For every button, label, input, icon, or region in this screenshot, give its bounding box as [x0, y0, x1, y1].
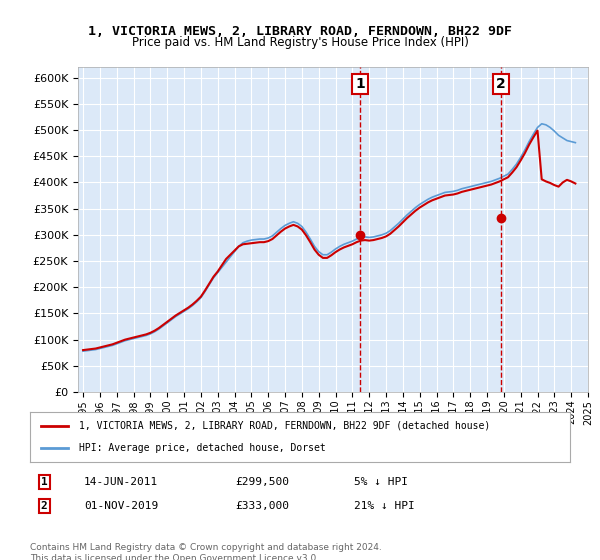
Text: 2: 2	[496, 77, 506, 91]
Text: £299,500: £299,500	[235, 477, 289, 487]
Text: 01-NOV-2019: 01-NOV-2019	[84, 501, 158, 511]
Text: Contains HM Land Registry data © Crown copyright and database right 2024.
This d: Contains HM Land Registry data © Crown c…	[30, 543, 382, 560]
Text: Price paid vs. HM Land Registry's House Price Index (HPI): Price paid vs. HM Land Registry's House …	[131, 36, 469, 49]
Text: 21% ↓ HPI: 21% ↓ HPI	[354, 501, 415, 511]
Text: 5% ↓ HPI: 5% ↓ HPI	[354, 477, 408, 487]
Text: 1: 1	[41, 477, 47, 487]
Text: £333,000: £333,000	[235, 501, 289, 511]
Text: 14-JUN-2011: 14-JUN-2011	[84, 477, 158, 487]
Text: 2: 2	[41, 501, 47, 511]
Text: 1: 1	[355, 77, 365, 91]
Text: 1, VICTORIA MEWS, 2, LIBRARY ROAD, FERNDOWN, BH22 9DF (detached house): 1, VICTORIA MEWS, 2, LIBRARY ROAD, FERND…	[79, 421, 490, 431]
Text: HPI: Average price, detached house, Dorset: HPI: Average price, detached house, Dors…	[79, 443, 325, 453]
Text: 1, VICTORIA MEWS, 2, LIBRARY ROAD, FERNDOWN, BH22 9DF: 1, VICTORIA MEWS, 2, LIBRARY ROAD, FERND…	[88, 25, 512, 38]
